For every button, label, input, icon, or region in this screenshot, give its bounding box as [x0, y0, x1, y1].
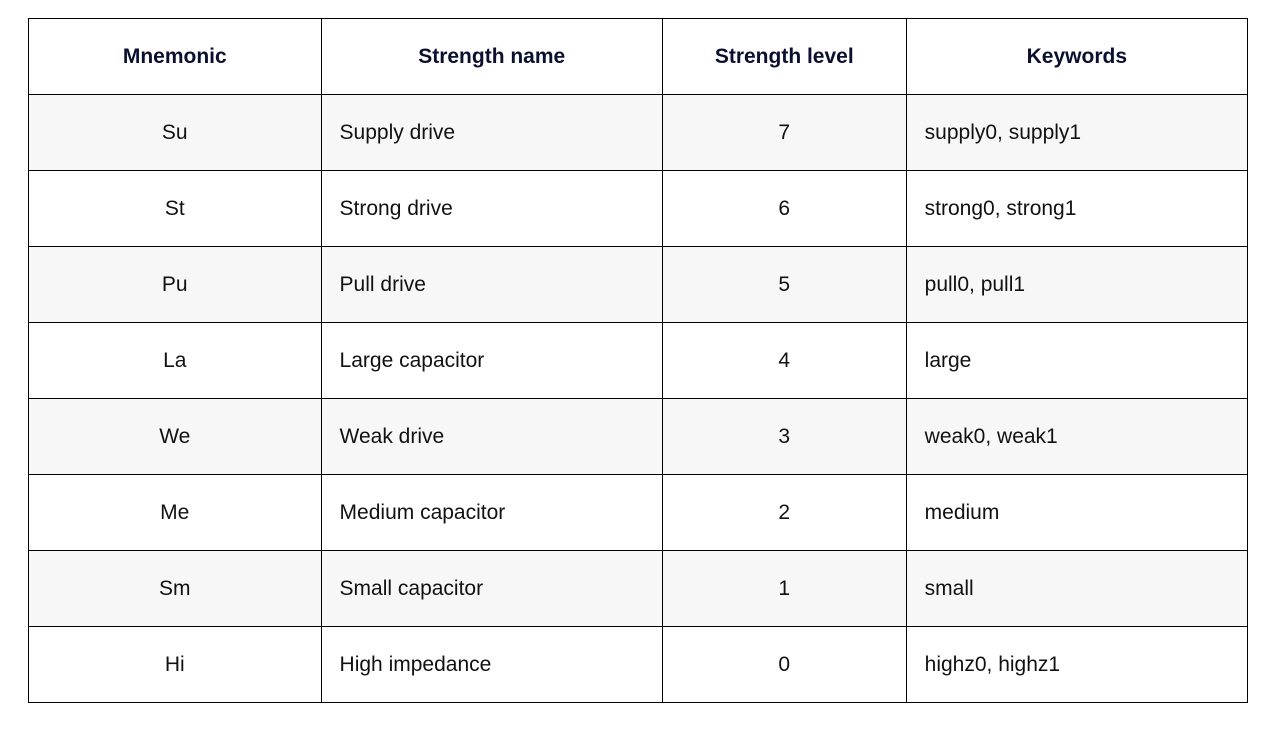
cell-name: Large capacitor — [321, 323, 662, 399]
cell-name: Medium capacitor — [321, 475, 662, 551]
cell-keywords: large — [906, 323, 1247, 399]
table-row: Sm Small capacitor 1 small — [29, 551, 1248, 627]
page: Mnemonic Strength name Strength level Ke… — [0, 0, 1276, 732]
cell-name: Weak drive — [321, 399, 662, 475]
cell-level: 6 — [662, 171, 906, 247]
table-row: Su Supply drive 7 supply0, supply1 — [29, 95, 1248, 171]
cell-name: Pull drive — [321, 247, 662, 323]
table-row: Me Medium capacitor 2 medium — [29, 475, 1248, 551]
cell-name: Small capacitor — [321, 551, 662, 627]
table-row: St Strong drive 6 strong0, strong1 — [29, 171, 1248, 247]
col-header-mnemonic: Mnemonic — [29, 19, 322, 95]
cell-level: 1 — [662, 551, 906, 627]
cell-name: Strong drive — [321, 171, 662, 247]
cell-keywords: pull0, pull1 — [906, 247, 1247, 323]
cell-name: High impedance — [321, 627, 662, 703]
col-header-keywords: Keywords — [906, 19, 1247, 95]
table-row: Pu Pull drive 5 pull0, pull1 — [29, 247, 1248, 323]
cell-level: 4 — [662, 323, 906, 399]
cell-mnemonic: Pu — [29, 247, 322, 323]
table-row: La Large capacitor 4 large — [29, 323, 1248, 399]
cell-keywords: highz0, highz1 — [906, 627, 1247, 703]
cell-mnemonic: Me — [29, 475, 322, 551]
cell-keywords: supply0, supply1 — [906, 95, 1247, 171]
table-row: We Weak drive 3 weak0, weak1 — [29, 399, 1248, 475]
col-header-level: Strength level — [662, 19, 906, 95]
table-header-row: Mnemonic Strength name Strength level Ke… — [29, 19, 1248, 95]
cell-keywords: weak0, weak1 — [906, 399, 1247, 475]
table-row: Hi High impedance 0 highz0, highz1 — [29, 627, 1248, 703]
cell-mnemonic: We — [29, 399, 322, 475]
cell-mnemonic: Sm — [29, 551, 322, 627]
cell-level: 5 — [662, 247, 906, 323]
cell-mnemonic: St — [29, 171, 322, 247]
cell-name: Supply drive — [321, 95, 662, 171]
cell-mnemonic: Hi — [29, 627, 322, 703]
cell-level: 0 — [662, 627, 906, 703]
cell-mnemonic: La — [29, 323, 322, 399]
cell-keywords: medium — [906, 475, 1247, 551]
cell-keywords: small — [906, 551, 1247, 627]
cell-mnemonic: Su — [29, 95, 322, 171]
cell-level: 3 — [662, 399, 906, 475]
strength-table: Mnemonic Strength name Strength level Ke… — [28, 18, 1248, 703]
col-header-name: Strength name — [321, 19, 662, 95]
cell-level: 7 — [662, 95, 906, 171]
cell-keywords: strong0, strong1 — [906, 171, 1247, 247]
cell-level: 2 — [662, 475, 906, 551]
